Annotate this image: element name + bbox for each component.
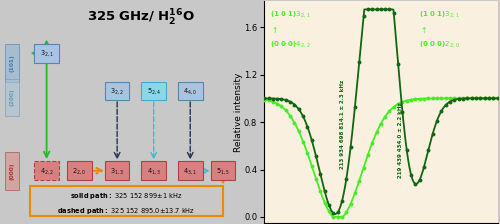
FancyBboxPatch shape (34, 161, 59, 180)
FancyBboxPatch shape (5, 44, 19, 82)
Text: $5_{1,5}$: $5_{1,5}$ (216, 166, 230, 176)
Text: $\mathbf{solid\ path:}$ 325 152 899±1 kHz: $\mathbf{solid\ path:}$ 325 152 899±1 kH… (70, 191, 182, 201)
Text: $2_{2,0}$: $2_{2,0}$ (72, 166, 86, 176)
Text: $\uparrow$: $\uparrow$ (419, 25, 428, 35)
Text: (0 0 0)$4_{2,2}$: (0 0 0)$4_{2,2}$ (270, 39, 310, 49)
Text: 213 934 698 814.1 ± 2.3 kHz: 213 934 698 814.1 ± 2.3 kHz (340, 80, 345, 169)
Text: 219 439 434.0 ± 2.2 kHz: 219 439 434.0 ± 2.2 kHz (398, 102, 403, 178)
Text: $\uparrow$: $\uparrow$ (270, 25, 278, 35)
Text: $4_{3,1}$: $4_{3,1}$ (183, 166, 198, 176)
FancyBboxPatch shape (178, 161, 203, 180)
FancyBboxPatch shape (67, 161, 92, 180)
FancyBboxPatch shape (5, 79, 19, 116)
Text: $3_{1,3}$: $3_{1,3}$ (110, 166, 124, 176)
FancyBboxPatch shape (142, 82, 166, 100)
FancyBboxPatch shape (105, 161, 130, 180)
Text: (200): (200) (10, 89, 14, 106)
Text: (1 0 1)$3_{2,1}$: (1 0 1)$3_{2,1}$ (419, 9, 460, 19)
Text: (101): (101) (10, 54, 14, 72)
Text: (1 0 1)$3_{2,1}$: (1 0 1)$3_{2,1}$ (270, 9, 310, 19)
FancyBboxPatch shape (210, 161, 236, 180)
Text: $5_{2,4}$: $5_{2,4}$ (146, 86, 161, 96)
Text: $\bf{325\ GHz/\ H_2^{16}O}$: $\bf{325\ GHz/\ H_2^{16}O}$ (87, 8, 195, 28)
Text: $\mathbf{dashed\ path:}$ 325 152 895.0±13.7 kHz: $\mathbf{dashed\ path:}$ 325 152 895.0±1… (57, 206, 195, 216)
Text: $3_{2,1}$: $3_{2,1}$ (40, 48, 54, 58)
Text: $4_{4,0}$: $4_{4,0}$ (183, 86, 198, 96)
FancyBboxPatch shape (142, 161, 166, 180)
Y-axis label: Relative intensity: Relative intensity (234, 72, 242, 152)
FancyBboxPatch shape (5, 152, 19, 190)
Text: $3_{2,2}$: $3_{2,2}$ (110, 86, 124, 96)
Text: (000): (000) (10, 162, 14, 179)
FancyBboxPatch shape (178, 82, 203, 100)
Text: $4_{1,3}$: $4_{1,3}$ (146, 166, 161, 176)
FancyBboxPatch shape (34, 44, 59, 63)
Text: $4_{2,2}$: $4_{2,2}$ (40, 166, 54, 176)
FancyBboxPatch shape (105, 82, 130, 100)
Text: (0 0 0)$2_{2,0}$: (0 0 0)$2_{2,0}$ (419, 39, 460, 49)
